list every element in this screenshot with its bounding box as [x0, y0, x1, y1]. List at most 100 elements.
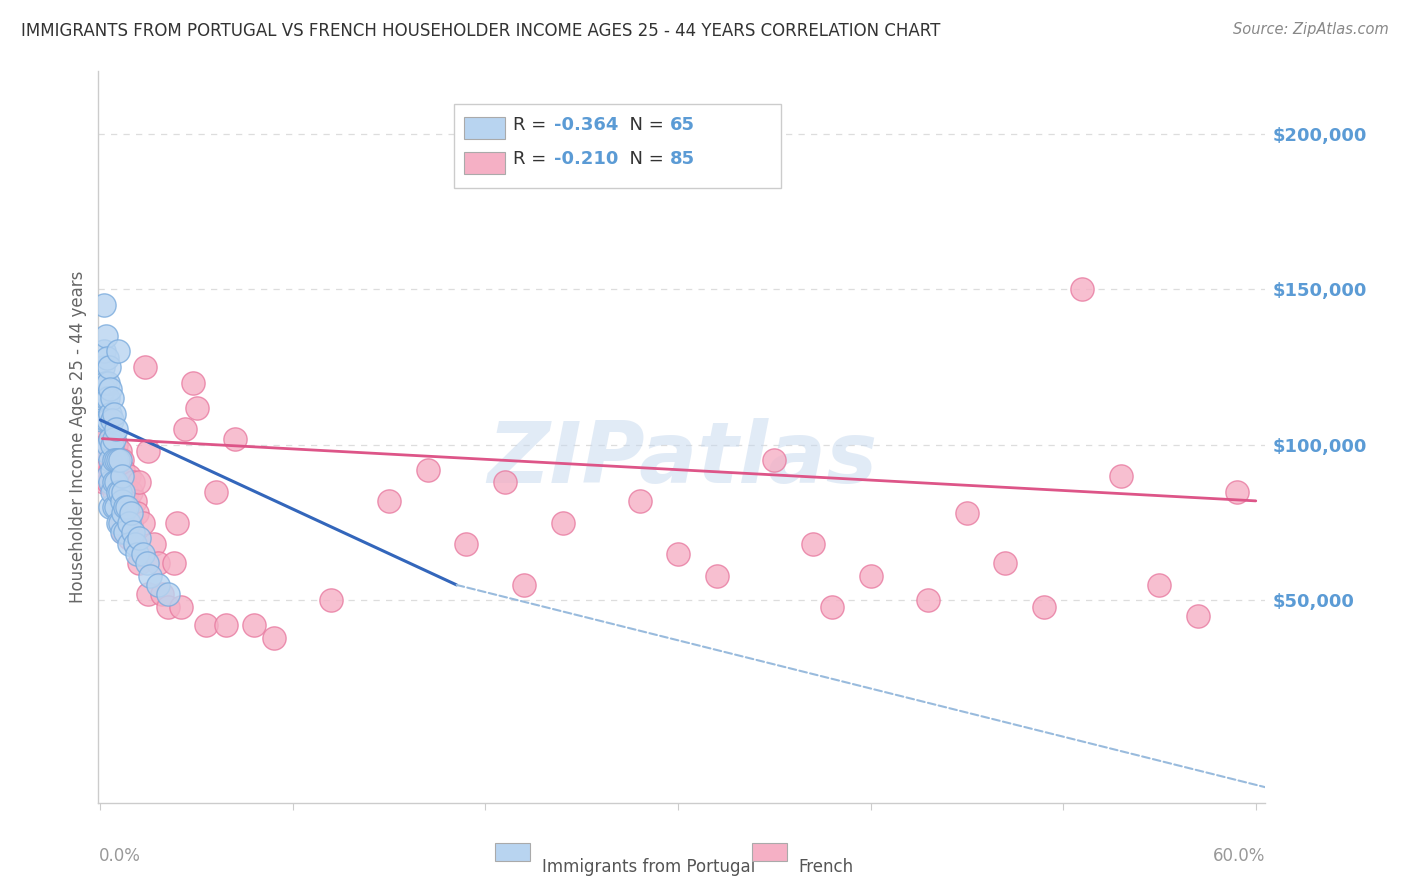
- Point: [263, 631, 285, 645]
- Point: [117, 516, 139, 530]
- FancyBboxPatch shape: [495, 843, 530, 862]
- Text: IMMIGRANTS FROM PORTUGAL VS FRENCH HOUSEHOLDER INCOME AGES 25 - 44 YEARS CORRELA: IMMIGRANTS FROM PORTUGAL VS FRENCH HOUSE…: [21, 22, 941, 40]
- Text: French: French: [799, 858, 853, 876]
- Point: [107, 484, 129, 499]
- Point: [150, 587, 173, 601]
- Text: -0.364: -0.364: [554, 116, 617, 134]
- Point: [117, 484, 139, 499]
- Point: [120, 506, 142, 520]
- Point: [97, 391, 120, 405]
- Point: [821, 599, 844, 614]
- Point: [110, 516, 132, 530]
- Point: [110, 524, 132, 539]
- Point: [128, 475, 150, 490]
- Point: [917, 593, 939, 607]
- Point: [104, 438, 127, 452]
- Point: [103, 500, 125, 515]
- Point: [114, 524, 136, 539]
- FancyBboxPatch shape: [752, 843, 787, 862]
- Point: [321, 593, 343, 607]
- Point: [107, 453, 129, 467]
- Point: [93, 382, 115, 396]
- Point: [114, 500, 136, 515]
- Point: [125, 506, 148, 520]
- Point: [97, 413, 120, 427]
- Point: [801, 537, 824, 551]
- Text: 85: 85: [671, 150, 696, 168]
- Point: [101, 484, 124, 499]
- Point: [1225, 484, 1247, 499]
- FancyBboxPatch shape: [464, 118, 505, 139]
- Point: [1149, 578, 1171, 592]
- Point: [763, 453, 786, 467]
- Point: [859, 568, 882, 582]
- Point: [103, 453, 125, 467]
- Point: [91, 359, 114, 374]
- FancyBboxPatch shape: [464, 152, 505, 174]
- Point: [98, 500, 121, 515]
- Point: [93, 344, 115, 359]
- Point: [98, 453, 121, 467]
- Point: [224, 432, 246, 446]
- Point: [118, 516, 141, 530]
- Point: [135, 556, 157, 570]
- Point: [101, 475, 124, 490]
- Point: [103, 484, 125, 499]
- Point: [994, 556, 1017, 570]
- Point: [96, 351, 118, 365]
- Point: [94, 438, 117, 452]
- Point: [146, 578, 169, 592]
- Text: 60.0%: 60.0%: [1213, 847, 1265, 864]
- Text: R =: R =: [513, 116, 551, 134]
- Point: [214, 618, 236, 632]
- Point: [104, 469, 127, 483]
- Point: [104, 500, 127, 515]
- Point: [181, 376, 204, 390]
- Point: [195, 618, 218, 632]
- Point: [114, 506, 136, 520]
- Point: [1109, 469, 1132, 483]
- Point: [122, 524, 145, 539]
- Point: [132, 547, 155, 561]
- Point: [128, 531, 150, 545]
- Point: [108, 475, 131, 490]
- Point: [134, 359, 156, 374]
- Point: [103, 453, 125, 467]
- Point: [416, 463, 439, 477]
- FancyBboxPatch shape: [454, 104, 782, 188]
- Point: [107, 484, 129, 499]
- Point: [93, 475, 115, 490]
- Point: [112, 494, 135, 508]
- Point: [101, 463, 124, 477]
- Point: [98, 432, 121, 446]
- Text: ZIPatlas: ZIPatlas: [486, 417, 877, 500]
- Point: [90, 391, 112, 405]
- Point: [1071, 282, 1094, 296]
- Point: [101, 413, 124, 427]
- Point: [94, 463, 117, 477]
- Point: [108, 516, 131, 530]
- Point: [97, 469, 120, 483]
- Text: N =: N =: [617, 116, 669, 134]
- Point: [1187, 609, 1209, 624]
- Point: [110, 484, 132, 499]
- Point: [628, 494, 651, 508]
- Point: [1032, 599, 1054, 614]
- Point: [170, 599, 193, 614]
- Point: [494, 475, 516, 490]
- Point: [98, 382, 121, 396]
- Point: [146, 556, 169, 570]
- Point: [94, 329, 117, 343]
- Point: [103, 407, 125, 421]
- Text: 0.0%: 0.0%: [98, 847, 141, 864]
- Point: [112, 463, 135, 477]
- Point: [513, 578, 536, 592]
- Point: [97, 376, 120, 390]
- Point: [124, 537, 146, 551]
- Point: [243, 618, 266, 632]
- Point: [97, 475, 120, 490]
- Point: [103, 475, 125, 490]
- Point: [98, 359, 121, 374]
- Point: [112, 506, 135, 520]
- Point: [456, 537, 478, 551]
